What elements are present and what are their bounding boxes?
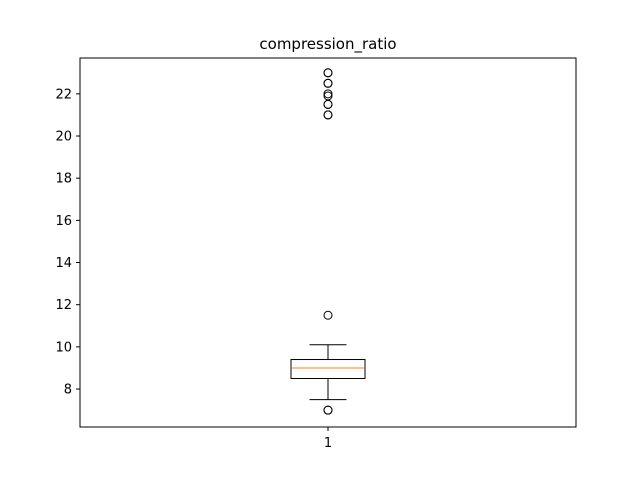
interquartile-box	[290, 359, 366, 380]
plot-area-frame	[79, 57, 577, 428]
outlier-point	[323, 68, 333, 78]
x-tick-label: 1	[324, 436, 332, 451]
y-tick-label: 12	[55, 298, 72, 313]
outlier-point	[323, 110, 333, 120]
boxplot-series	[290, 344, 366, 401]
outlier-point	[323, 405, 333, 415]
outlier-point	[323, 78, 333, 88]
y-tick-label: 20	[55, 130, 72, 145]
chart-title: compression_ratio	[259, 35, 396, 54]
y-tick-label: 10	[55, 340, 72, 355]
outlier-point	[323, 89, 333, 99]
y-tick-label: 8	[64, 383, 72, 398]
y-tick-label: 14	[55, 256, 72, 271]
y-tick-label: 16	[55, 214, 72, 229]
outlier-point	[323, 99, 333, 109]
x-axis: 1	[324, 427, 332, 451]
outlier-points	[323, 68, 333, 415]
outlier-point	[323, 91, 333, 101]
y-axis: 8 10 12 14 16 18 20 22	[55, 87, 80, 398]
y-tick-label: 18	[55, 172, 72, 187]
y-tick-label: 22	[55, 87, 72, 102]
outlier-point	[323, 310, 333, 320]
